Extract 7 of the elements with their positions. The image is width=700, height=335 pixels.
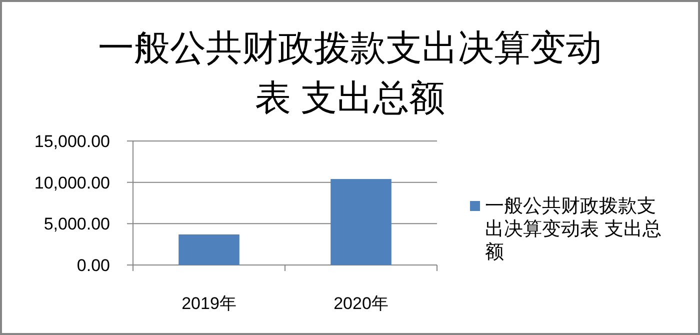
y-tick-label: 15,000.00 [34, 132, 110, 151]
x-tick-label: 2019年 [182, 294, 236, 313]
y-tick-label: 0.00 [76, 256, 110, 275]
title: 一般公共财政拨款支出决算变动表 支出总额 [98, 27, 602, 118]
x-tick-label: 2020年 [334, 294, 388, 313]
y-tick-label: 5,000.00 [44, 214, 110, 234]
y-tick-label: 10,000.00 [34, 173, 110, 192]
